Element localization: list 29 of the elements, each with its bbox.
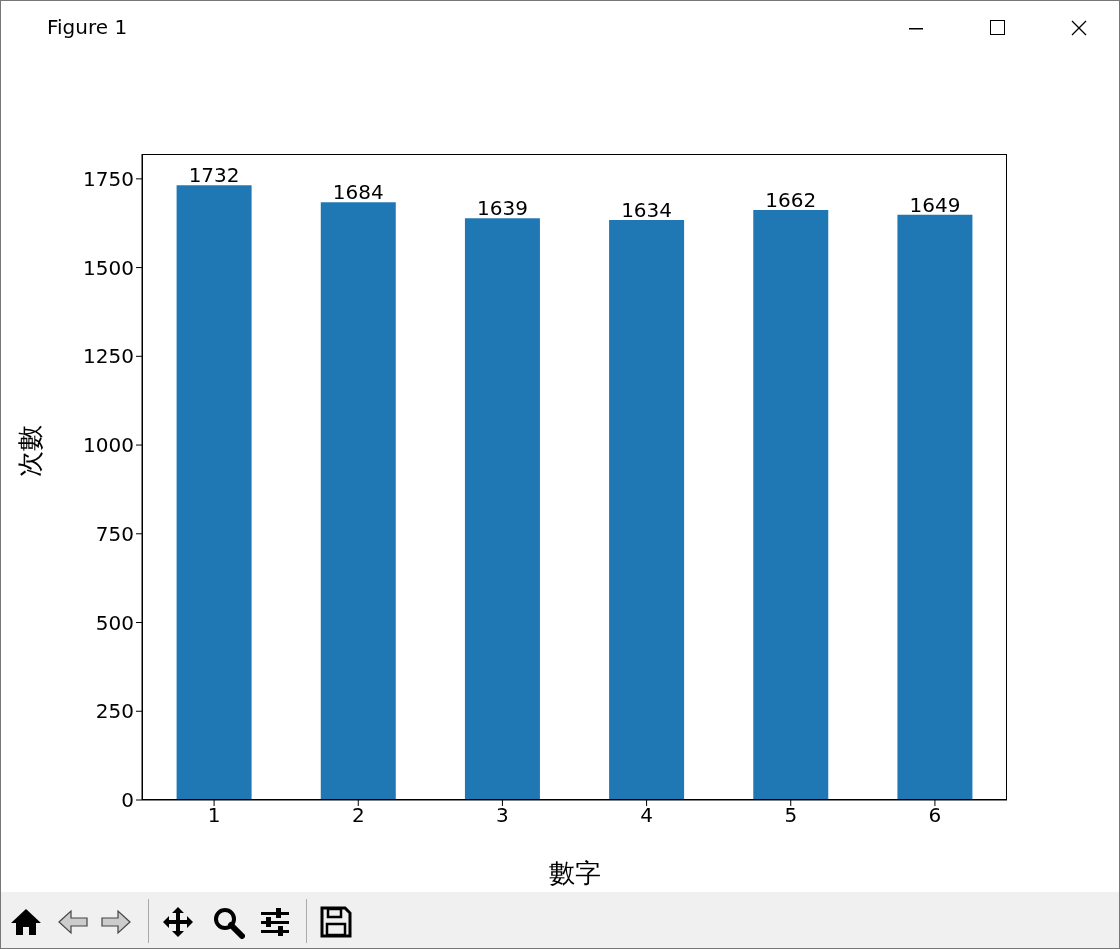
x-tick-label: 2 — [351, 803, 365, 828]
data-label: 1634 — [621, 198, 673, 223]
bar — [176, 185, 252, 800]
x-tick-label: 5 — [784, 803, 798, 828]
bar — [464, 218, 540, 800]
y-tick-label: 250 — [95, 699, 134, 724]
y-tick-label: 1750 — [83, 166, 134, 191]
data-label: 1649 — [909, 192, 961, 217]
x-tick-label: 3 — [496, 803, 509, 828]
y-tick-label: 1000 — [83, 433, 134, 458]
y-tick-label: 0 — [121, 788, 134, 813]
y-tick-label: 750 — [95, 521, 134, 546]
x-tick-label: 4 — [640, 803, 653, 828]
caption: Figure 1 — [47, 15, 128, 39]
data-label: 1732 — [188, 163, 240, 188]
bar — [753, 210, 829, 800]
data-label: 1684 — [332, 180, 384, 205]
data-label: 1639 — [476, 196, 528, 221]
data-label: 1662 — [765, 188, 817, 213]
y-tick-label: 1500 — [83, 255, 134, 280]
x-axis-title: 數字 — [548, 858, 601, 888]
bar — [320, 202, 396, 800]
y-tick-label: 1250 — [83, 344, 134, 369]
x-tick-label: 1 — [207, 803, 221, 828]
bar — [609, 220, 685, 800]
y-tick-label: 500 — [95, 610, 134, 635]
bar — [897, 214, 973, 800]
y-axis-title: 次數 — [15, 425, 46, 477]
x-tick-label: 6 — [928, 803, 942, 828]
